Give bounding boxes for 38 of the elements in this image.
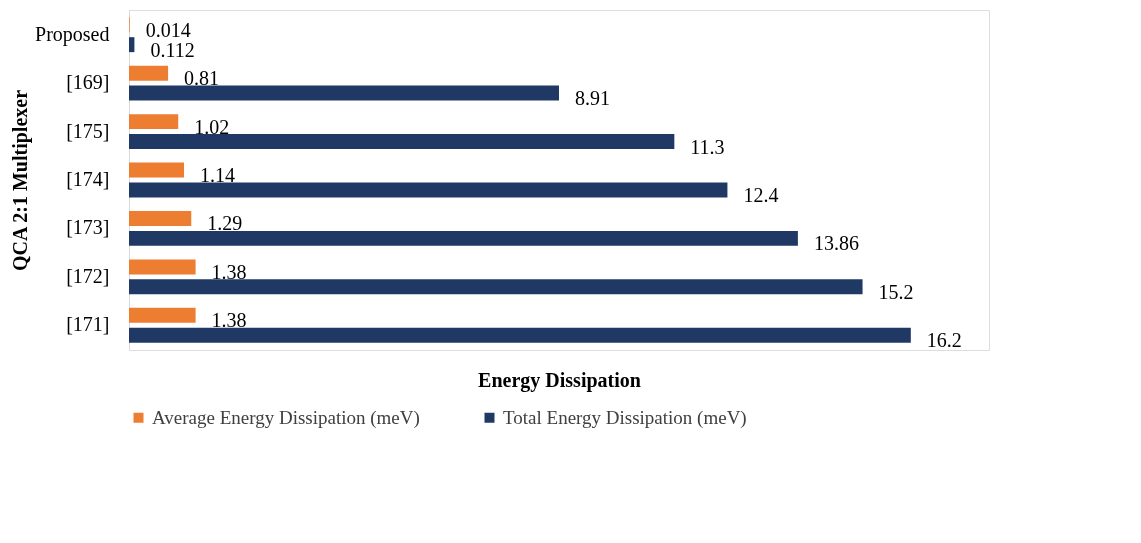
bar (129, 327, 911, 343)
bar (129, 182, 728, 198)
y-tick-label: [172] (66, 264, 110, 287)
data-label: 8.91 (575, 87, 610, 110)
y-tick-label: Proposed (35, 22, 110, 46)
bar (129, 259, 196, 275)
data-label: 1.29 (207, 212, 243, 235)
data-label: 1.38 (211, 260, 247, 283)
data-label: 0.81 (184, 67, 220, 90)
y-tick-label: [171] (66, 313, 110, 336)
legend-label: Average Energy Dissipation (meV) (152, 406, 420, 429)
data-label: 11.3 (690, 135, 725, 158)
bar (129, 230, 798, 246)
data-label: 0.014 (145, 18, 191, 41)
y-tick-label: [169] (66, 71, 110, 94)
bar (129, 134, 675, 149)
bar (129, 114, 179, 130)
y-axis-title: QCA 2:1 Multiplexer (9, 89, 33, 272)
data-label: 15.2 (878, 280, 914, 303)
data-label: 1.38 (211, 309, 247, 332)
data-label: 0.112 (150, 38, 195, 61)
y-tick-label: [174] (66, 168, 110, 190)
bar (129, 211, 192, 226)
data-label: 13.86 (813, 232, 859, 255)
bar (129, 162, 185, 178)
bar (129, 307, 196, 323)
legend-label: Total Energy Dissipation (meV) (503, 406, 747, 429)
bar (129, 65, 169, 81)
data-label: 1.02 (194, 115, 230, 138)
data-label: 12.4 (743, 183, 779, 206)
y-tick-label: [173] (66, 216, 110, 239)
bar (129, 279, 863, 295)
data-label: 1.14 (200, 164, 236, 187)
x-axis-title: Energy Dissipation (478, 368, 641, 392)
bar (129, 37, 135, 53)
data-label: 16.2 (926, 329, 962, 352)
bar (129, 85, 559, 101)
y-tick-label: [175] (66, 119, 110, 142)
